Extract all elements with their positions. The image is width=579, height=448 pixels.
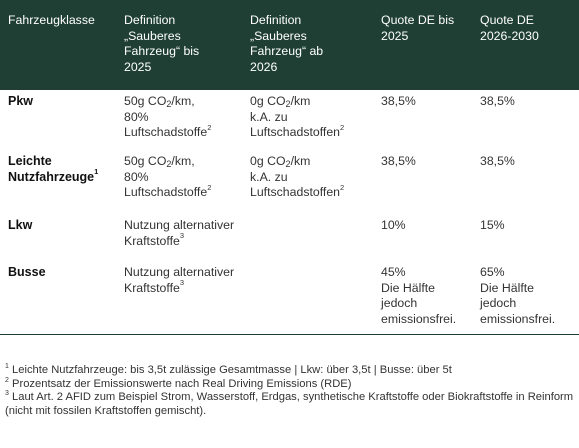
row-label-text: Leichte Nutzfahrzeuge [8, 154, 95, 184]
pollutant-text: 80% Luftschadstoffe [124, 109, 208, 140]
table-bottom-rule [0, 334, 579, 335]
footnote-1: 1 Leichte Nutzfahrzeuge: bis 3,5t zuläss… [5, 363, 575, 378]
quote-2030-cell: 38,5% [480, 154, 515, 168]
footnote-text: Prozentsatz der Emissionswerte nach Real… [8, 377, 352, 390]
footnote-3: 3 Laut Art. 2 AFID zum Beispiel Strom, W… [5, 390, 575, 418]
row-label-text: Lkw [8, 218, 33, 232]
footnote-number: 2 [5, 376, 9, 384]
definition-2026-cell: 0g CO2/km k.A. zu Luftschadstoffen2 [250, 154, 344, 201]
definition-2025-cell: 50g CO2/km, 80% Luftschadstoffe2 [124, 94, 211, 141]
quote-2025-cell: 10% [381, 218, 406, 232]
footnote-ref: 3 [179, 231, 184, 241]
co2-value: 50g CO [124, 94, 167, 108]
quote-2030-cell: 65% Die Hälfte jedoch emissionsfrei. [480, 265, 556, 326]
footnotes: 1 Leichte Nutzfahrzeuge: bis 3,5t zuläss… [5, 363, 575, 418]
pollutant-text: k.A. zu Luftschadstoffen [250, 169, 341, 200]
row-label-lkw: Lkw [8, 218, 32, 234]
header-fahrzeugklasse: Fahrzeugklasse [8, 13, 95, 27]
co2-unit: /km, [171, 154, 195, 168]
definition-merged-cell: Nutzung alternativer Kraftstoffe3 [124, 265, 234, 296]
co2-unit: /km [290, 94, 311, 108]
definition-merged-cell: Nutzung alternativer Kraftstoffe3 [124, 218, 234, 249]
quote-2030-cell: 38,5% [480, 94, 515, 108]
subscript: 2 [285, 159, 291, 169]
quote-2030-cell: 15% [480, 218, 505, 232]
footnote-ref: 3 [179, 278, 184, 288]
subscript: 2 [166, 159, 172, 169]
footnote-number: 3 [5, 390, 9, 398]
co2-value: 50g CO [124, 154, 167, 168]
footnote-text: Laut Art. 2 AFID zum Beispiel Strom, Was… [5, 391, 574, 417]
subscript: 2 [166, 99, 172, 109]
footnote-2: 2 Prozentsatz der Emissionswerte nach Re… [5, 376, 575, 392]
co2-unit: /km, [171, 94, 195, 108]
definition-2025-cell: 50g CO2/km, 80% Luftschadstoffe2 [124, 154, 211, 201]
footnote-text: Leichte Nutzfahrzeuge: bis 3,5t zulässig… [8, 364, 452, 376]
row-label-text: Busse [8, 265, 46, 279]
footnote-ref: 1 [94, 167, 99, 177]
footnote-ref: 2 [340, 122, 345, 132]
quote-2025-cell: 38,5% [381, 154, 416, 168]
pollutant-text: k.A. zu Luftschadstoffen [250, 109, 341, 140]
pollutant-text: 80% Luftschadstoffe [124, 169, 208, 200]
row-label-busse: Busse [8, 265, 46, 281]
footnote-ref: 2 [207, 182, 212, 192]
definition-2026-cell: 0g CO2/km k.A. zu Luftschadstoffen2 [250, 94, 344, 141]
row-label-leichte-nutzfahrzeuge: Leichte Nutzfahrzeuge1 [8, 154, 98, 185]
footnote-number: 1 [5, 363, 9, 371]
quote-2025-cell: 38,5% [381, 94, 416, 108]
footnote-ref: 2 [340, 182, 345, 192]
header-definition-bis-2025: Definition „Sauberes Fahrzeug“ bis 2025 [124, 13, 200, 74]
header-quote-bis-2025: Quote DE bis 2025 [381, 13, 455, 43]
quote-2025-cell: 45% Die Hälfte jedoch emissionsfrei. [381, 265, 457, 326]
co2-value: 0g CO [250, 154, 286, 168]
row-label-pkw: Pkw [8, 94, 33, 110]
row-label-text: Pkw [8, 94, 34, 108]
definition-text: Nutzung alternativer Kraftstoffe [124, 218, 235, 248]
table-header: Fahrzeugklasse Definition „Sauberes Fahr… [0, 0, 579, 90]
header-definition-ab-2026: Definition „Sauberes Fahrzeug“ ab 2026 [250, 13, 324, 74]
footnote-ref: 2 [207, 122, 212, 132]
co2-value: 0g CO [250, 94, 286, 108]
co2-unit: /km [290, 154, 311, 168]
header-quote-2026-2030: Quote DE 2026-2030 [480, 13, 539, 43]
subscript: 2 [285, 99, 291, 109]
definition-text: Nutzung alternativer Kraftstoffe [124, 265, 235, 295]
